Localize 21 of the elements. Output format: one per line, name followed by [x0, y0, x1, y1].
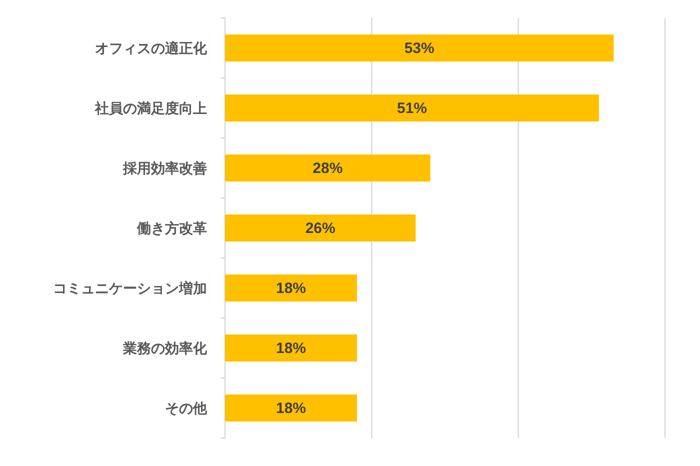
bar	[225, 34, 614, 62]
y-tick-label: コミュニケーション増加	[53, 280, 207, 297]
data-label: 53%	[404, 40, 434, 57]
bar	[225, 334, 357, 362]
bar	[225, 94, 599, 122]
bar	[225, 154, 430, 182]
data-label: 18%	[276, 280, 306, 297]
bar	[225, 394, 357, 422]
y-tick-label: その他	[165, 401, 208, 417]
data-label: 18%	[276, 400, 306, 417]
y-tick-label: 採用効率改善	[122, 160, 207, 177]
data-label: 26%	[305, 220, 336, 237]
bar	[225, 214, 416, 242]
y-tick-label: 社員の満足度向上	[94, 100, 207, 117]
y-tick-label: 働き方改革	[136, 220, 207, 237]
y-tick-label: 業務の効率化	[122, 340, 208, 357]
data-label: 18%	[276, 340, 306, 357]
bar	[225, 274, 357, 302]
data-label: 28%	[312, 160, 343, 177]
data-label: 51%	[396, 100, 428, 117]
y-tick-label: オフィスの適正化	[95, 40, 208, 57]
